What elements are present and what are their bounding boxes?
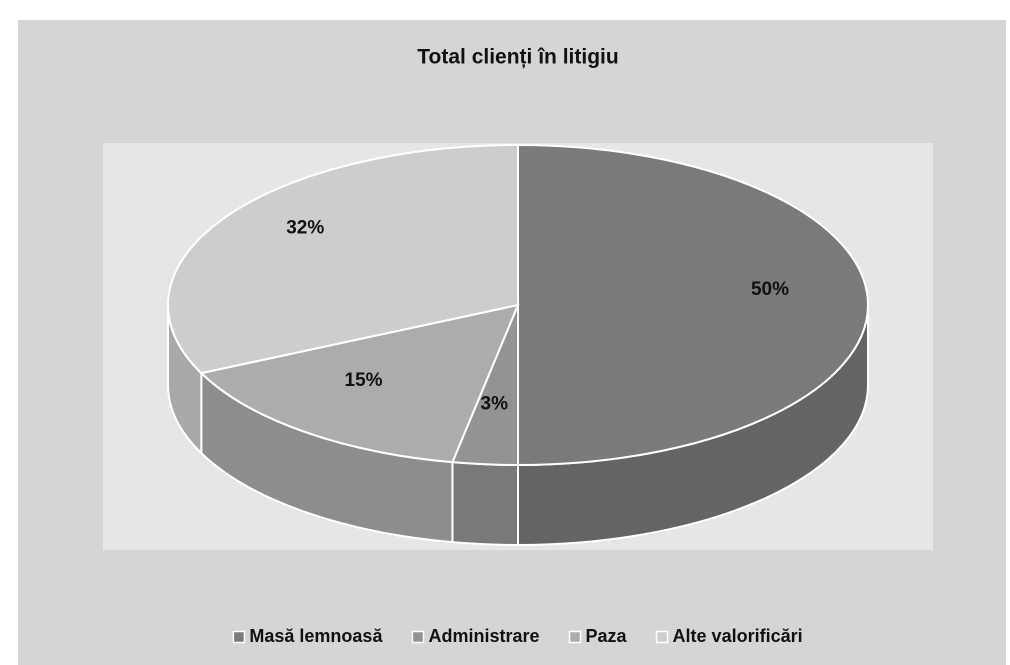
legend-label: Masă lemnoasă bbox=[249, 626, 383, 646]
legend-swatch bbox=[568, 630, 582, 644]
data-label: 3% bbox=[481, 394, 509, 415]
data-label: 50% bbox=[751, 279, 789, 300]
slice bbox=[167, 143, 519, 375]
data-label: 15% bbox=[345, 370, 383, 391]
data-label: 32% bbox=[286, 217, 324, 238]
legend-label: Alte valorificări bbox=[673, 626, 803, 646]
slice bbox=[199, 303, 520, 464]
legend-label: Administrare bbox=[428, 626, 539, 646]
legend-swatch bbox=[655, 630, 669, 644]
chart-title: Total clienți în litigiu bbox=[417, 46, 618, 69]
legend-swatch bbox=[232, 630, 246, 644]
legend-swatch bbox=[411, 630, 425, 644]
slice-side bbox=[451, 461, 519, 547]
legend-label: Paza bbox=[586, 626, 628, 646]
slice bbox=[517, 143, 869, 467]
